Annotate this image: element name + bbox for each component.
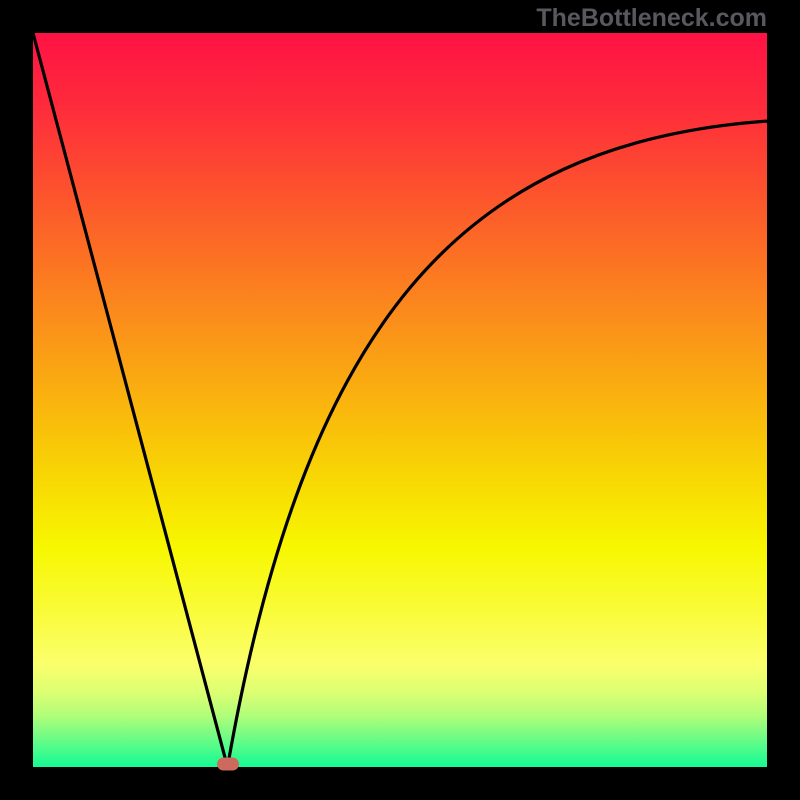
plot-background	[33, 33, 767, 767]
optimal-point-marker	[217, 758, 239, 771]
chart-container: TheBottleneck.com	[0, 0, 800, 800]
watermark-text: TheBottleneck.com	[536, 4, 767, 33]
